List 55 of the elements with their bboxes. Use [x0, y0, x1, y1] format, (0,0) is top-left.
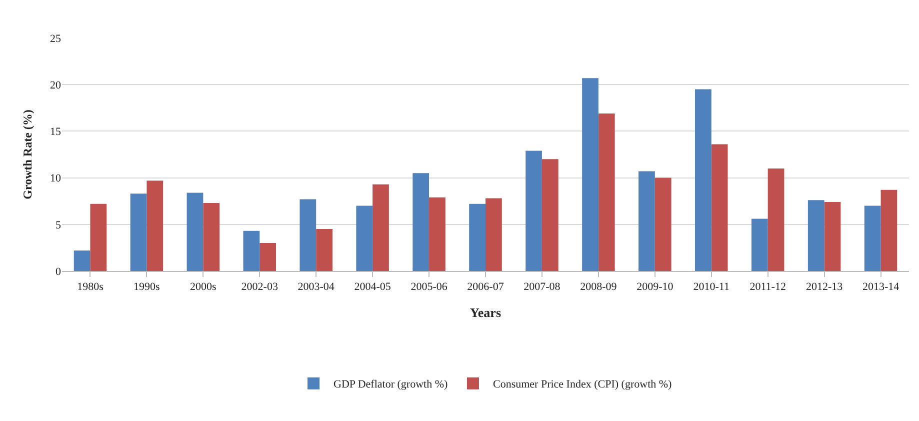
bar [711, 144, 728, 271]
bar [751, 218, 768, 271]
bar [582, 78, 598, 271]
bar [654, 178, 672, 271]
x-tick-label: 2004-05 [354, 281, 392, 294]
bar [74, 250, 90, 271]
x-tick-label: 2011-12 [750, 281, 786, 294]
bar [469, 204, 486, 271]
bar [526, 150, 542, 271]
bar [130, 194, 147, 271]
y-tick-label: 15 [50, 126, 62, 138]
bar [542, 159, 558, 271]
x-tick-label: 2003-04 [298, 281, 335, 294]
bar [824, 202, 841, 271]
bar [694, 89, 712, 271]
x-tick-label: 2007-08 [524, 281, 561, 294]
bar [768, 168, 784, 271]
x-tick-label: 2002-03 [241, 281, 278, 294]
x-tick-label: 2010-11 [693, 281, 730, 294]
bar [598, 113, 615, 271]
x-tick-label: 2005-06 [410, 281, 448, 294]
x-tick-label: 2009-10 [636, 281, 674, 294]
x-axis-title: Years [470, 304, 502, 320]
bar [638, 171, 655, 271]
bar [429, 197, 446, 271]
x-tick-label: 2000s [190, 281, 216, 294]
bar [146, 180, 164, 271]
bar [90, 204, 107, 271]
y-axis-title: Growth Rate (%) [20, 110, 34, 200]
bar [316, 229, 332, 271]
bar [300, 199, 316, 271]
bar [486, 198, 502, 271]
x-tick-label: 2006-07 [467, 281, 504, 294]
bar [864, 206, 881, 271]
y-tick-label: 20 [50, 79, 62, 92]
bar [412, 173, 430, 271]
bar [880, 190, 898, 271]
x-tick-label: 1980s [77, 281, 104, 294]
bar [260, 243, 276, 271]
legend-label: GDP Deflator (growth %) [334, 378, 448, 391]
x-tick-label: 2012-13 [806, 281, 844, 294]
bar [243, 230, 260, 271]
bar [372, 184, 389, 271]
legend-label: Consumer Price Index (CPI) (growth %) [492, 378, 672, 391]
bar [203, 202, 220, 271]
y-tick-label: 5 [56, 219, 62, 232]
y-tick-label: 0 [56, 266, 62, 278]
x-tick-label: 2013-14 [862, 281, 900, 294]
bar [808, 200, 824, 271]
y-tick-label: 10 [50, 172, 62, 185]
bar [186, 192, 204, 271]
x-tick-label: 2008-09 [580, 281, 618, 294]
y-tick-label: 25 [50, 32, 62, 45]
bar [356, 206, 373, 271]
x-tick-label: 1990s [134, 281, 160, 294]
